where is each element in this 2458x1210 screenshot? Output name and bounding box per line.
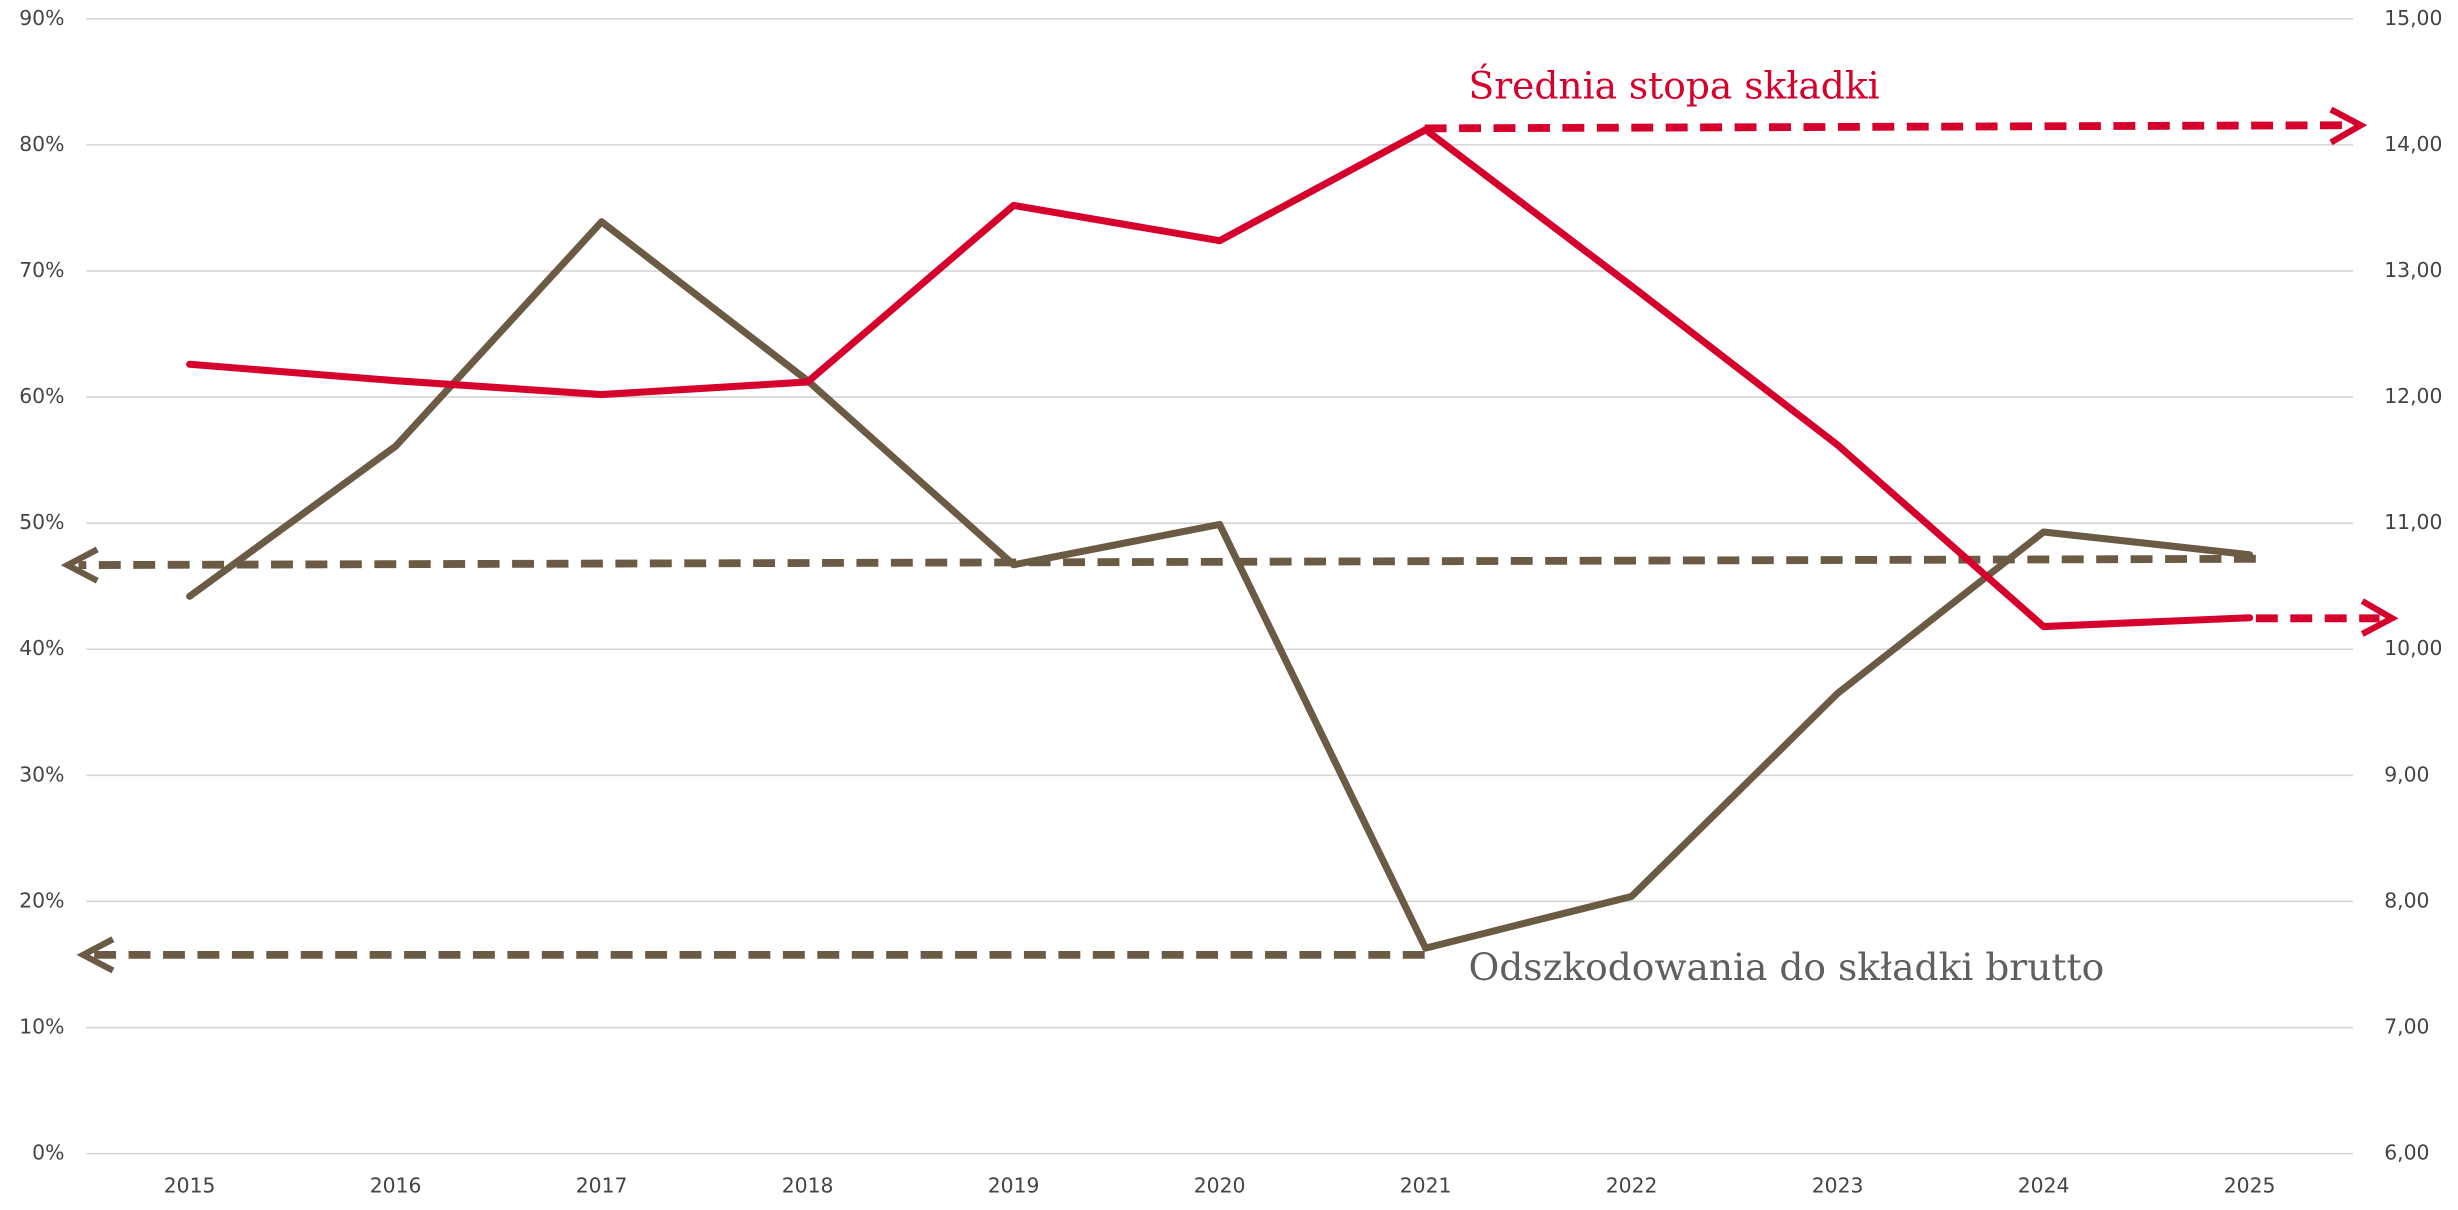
x-tick-label: 2020 (1194, 1174, 1246, 1198)
y-tick-label: 40% (19, 636, 64, 660)
y2-tick-label: 9,00 (2384, 762, 2429, 786)
series-label: Odszkodowania do składki brutto (1468, 945, 2104, 989)
y2-tick-label: 7,00 (2384, 1015, 2429, 1039)
arrow-line (1424, 121, 2349, 133)
y2-tick-label: 12,00 (2384, 384, 2442, 408)
annotation-arrows (60, 106, 2399, 974)
y-tick-label: 70% (19, 258, 64, 282)
y-tick-label: 30% (19, 762, 64, 786)
y-tick-label: 60% (19, 384, 64, 408)
x-tick-label: 2023 (1812, 1174, 1864, 1198)
x-tick-label: 2018 (782, 1174, 834, 1198)
y2-tick-label: 10,00 (2384, 636, 2442, 660)
y2-tick-label: 13,00 (2384, 258, 2442, 282)
y2-tick-label: 11,00 (2384, 510, 2442, 534)
x-tick-label: 2024 (2018, 1174, 2070, 1198)
x-tick-label: 2015 (164, 1174, 216, 1198)
series-line (186, 218, 2254, 952)
y2-tick-label: 14,00 (2384, 132, 2442, 156)
y2-tick-label: 8,00 (2384, 888, 2429, 912)
arrow-head (2329, 106, 2368, 146)
arrow-head (60, 546, 99, 584)
y-tick-label: 10% (19, 1015, 64, 1039)
arrow-line (78, 554, 2256, 569)
x-tick-label: 2021 (1400, 1174, 1452, 1198)
x-tick-label: 2016 (370, 1174, 422, 1198)
series-label: Średnia stopa składki (1468, 64, 1879, 108)
y-tick-label: 50% (19, 510, 64, 534)
y2-tick-label: 6,00 (2384, 1141, 2429, 1165)
arrow-head (2360, 598, 2399, 637)
x-tick-label: 2025 (2224, 1174, 2276, 1198)
x-tick-label: 2017 (576, 1174, 628, 1198)
x-tick-label: 2022 (1606, 1174, 1658, 1198)
y-tick-label: 80% (19, 132, 64, 156)
y-tick-label: 20% (19, 888, 64, 912)
series-line (186, 126, 2254, 631)
arrow-head (76, 936, 115, 974)
y2-tick-label: 15,00 (2384, 6, 2442, 30)
x-tick-label: 2019 (988, 1174, 1040, 1198)
y-tick-label: 90% (19, 6, 64, 30)
y-tick-label: 0% (32, 1141, 64, 1165)
